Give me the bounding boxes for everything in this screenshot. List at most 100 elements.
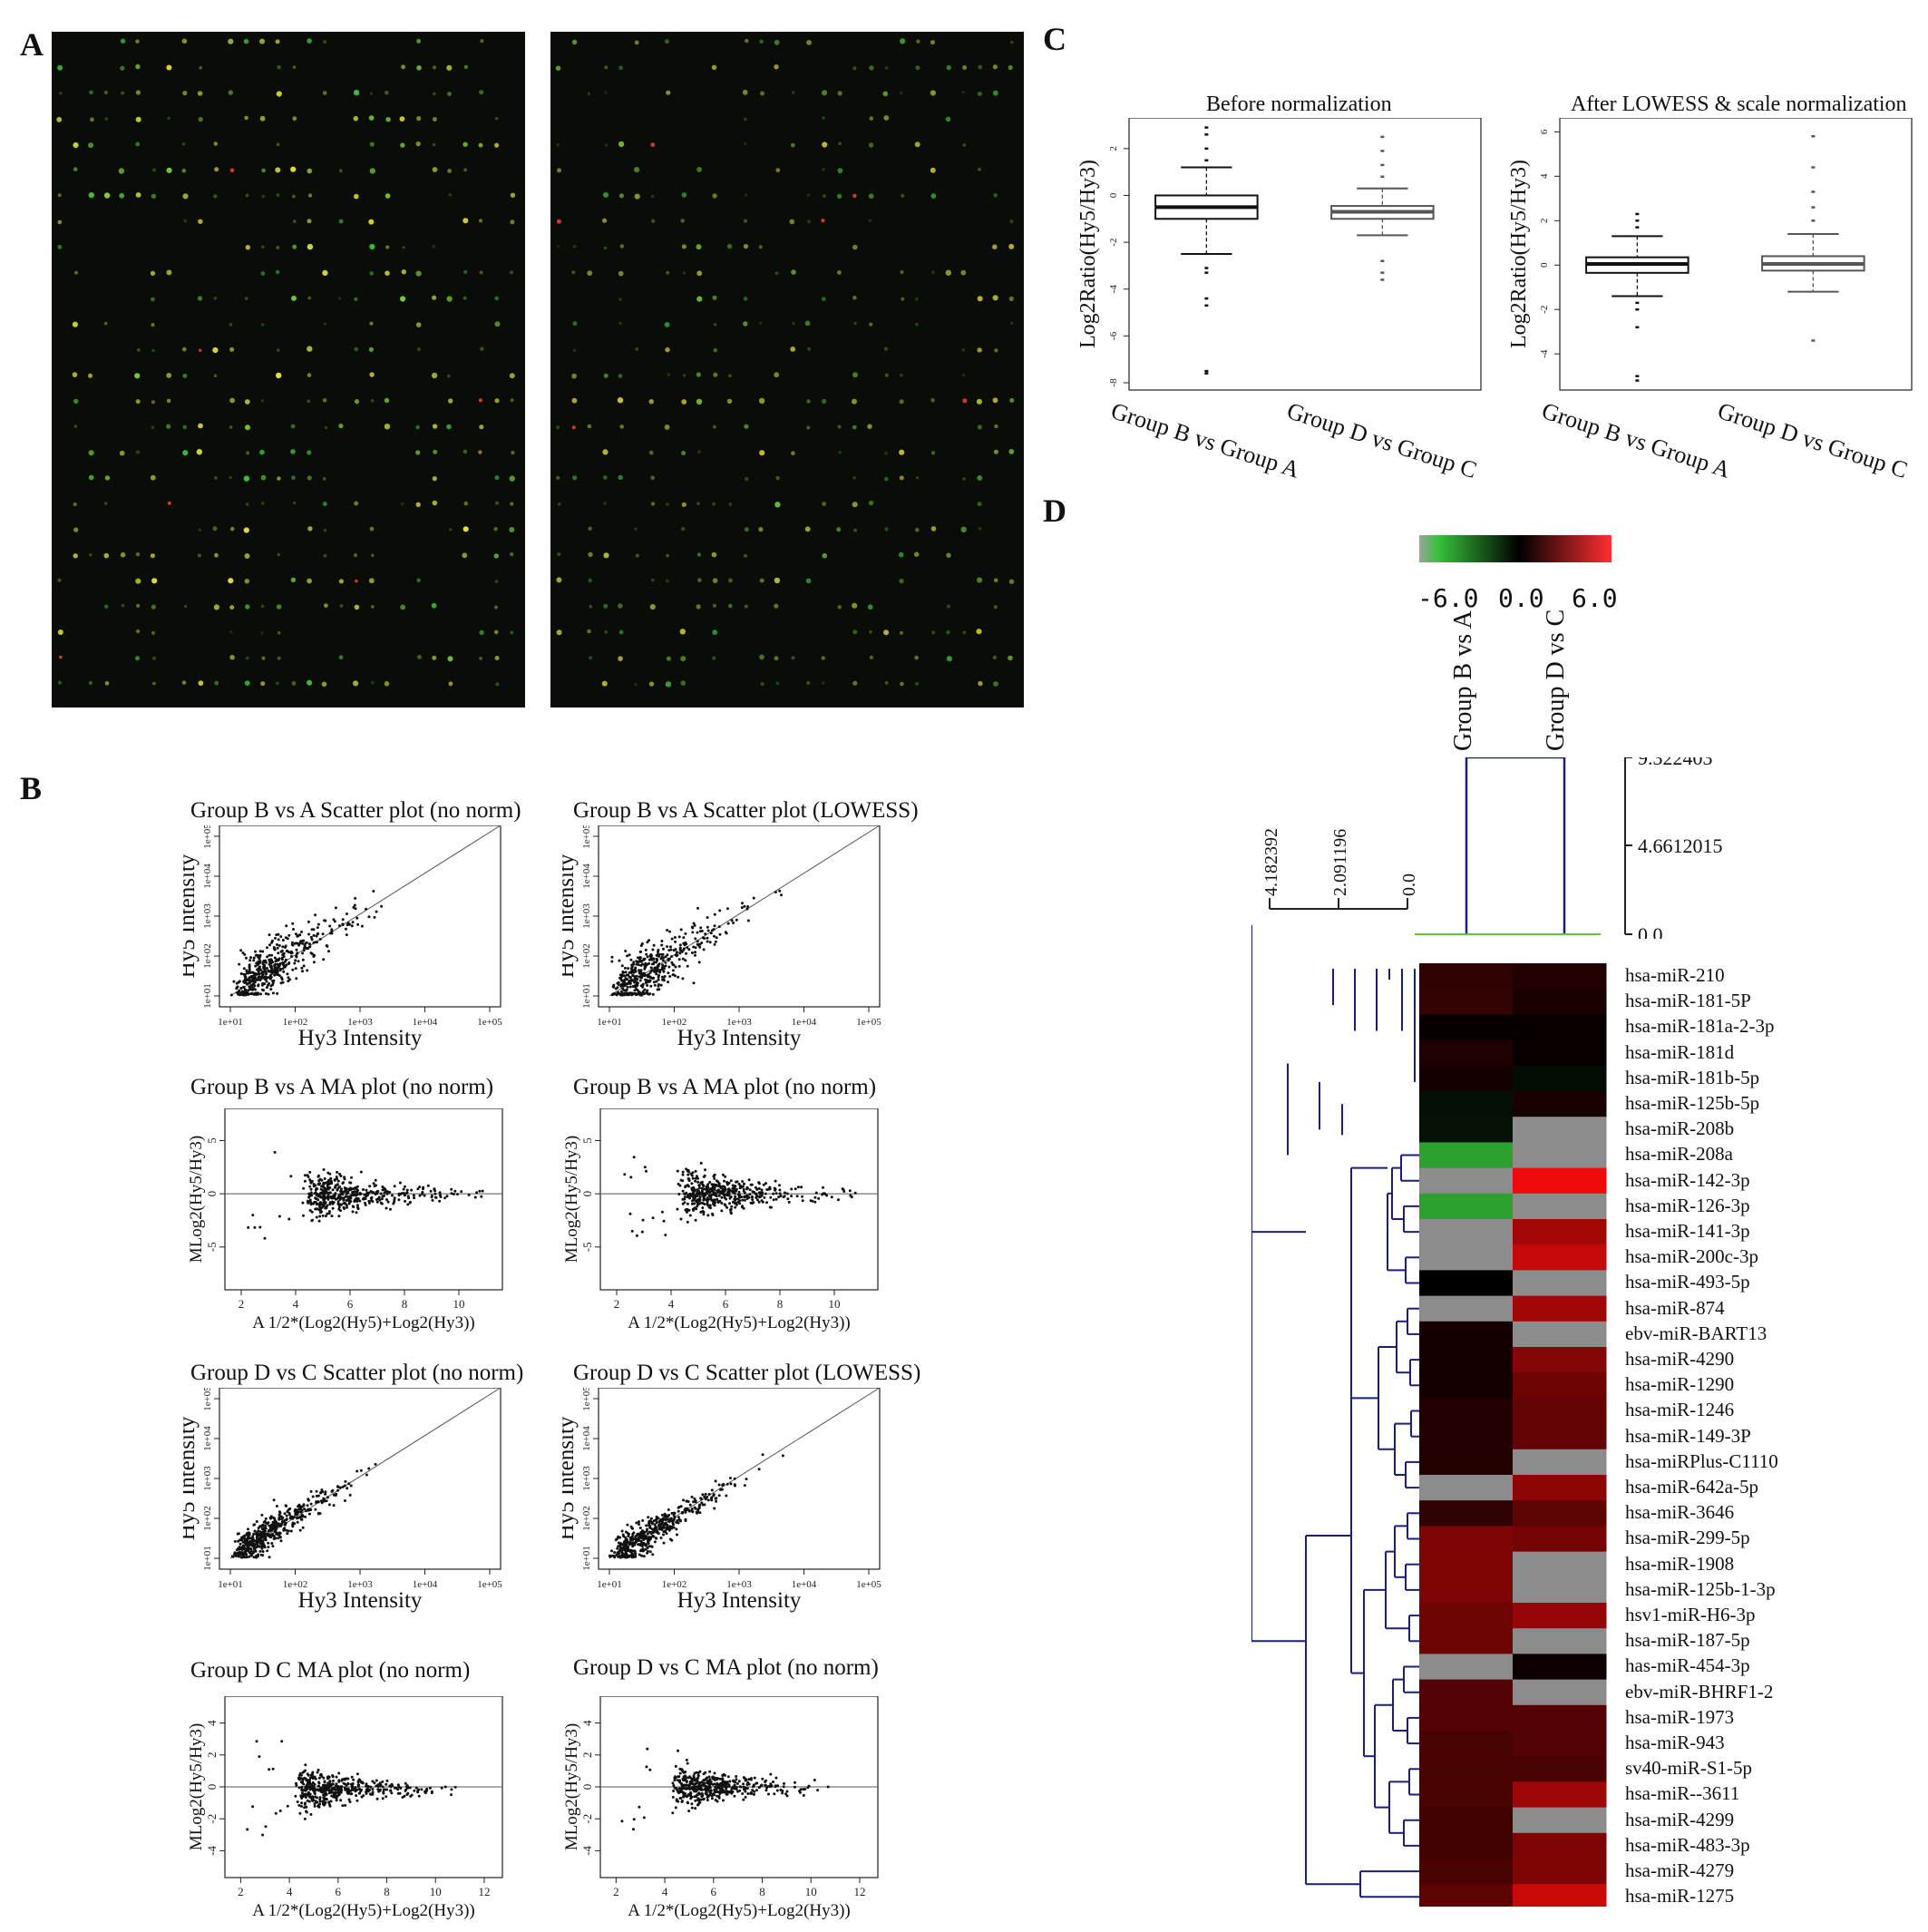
data-point: [347, 1798, 351, 1801]
array-spot: [212, 526, 218, 532]
array-spot: [494, 475, 500, 481]
data-point: [258, 950, 262, 953]
data-point: [355, 1187, 358, 1191]
data-point: [651, 1216, 655, 1220]
data-point: [381, 1780, 385, 1783]
data-point: [278, 974, 281, 978]
data-point: [327, 1212, 331, 1215]
data-point: [327, 1800, 331, 1804]
data-point: [249, 974, 253, 978]
data-point: [650, 1520, 654, 1524]
data-point: [323, 1193, 326, 1195]
array-spot: [260, 604, 265, 609]
data-point: [735, 1203, 738, 1206]
data-point: [287, 976, 290, 980]
data-point: [307, 1498, 310, 1502]
data-point: [749, 1791, 753, 1794]
data-point: [307, 1201, 310, 1205]
array-spot: [821, 219, 825, 223]
data-point: [646, 941, 649, 944]
data-point: [728, 1477, 732, 1479]
data-point: [696, 1195, 699, 1198]
data-point: [257, 983, 260, 987]
data-point: [686, 1194, 690, 1197]
data-point: [657, 975, 660, 979]
array-spot: [182, 193, 189, 200]
data-point: [673, 1779, 677, 1782]
array-spot: [681, 502, 686, 507]
data-point: [674, 940, 677, 943]
data-point: [711, 1193, 715, 1196]
data-point: [679, 1217, 683, 1221]
array-spot: [321, 681, 327, 688]
data-point: [295, 954, 298, 958]
heatmap-cell: [1513, 1321, 1607, 1348]
data-point: [688, 1196, 691, 1200]
data-point: [760, 1783, 763, 1787]
data-point: [646, 989, 649, 992]
array-spot: [510, 502, 514, 506]
heatmap-row-label: hsa-miRPlus-C1110: [1625, 1449, 1778, 1472]
data-point: [303, 1179, 307, 1183]
x-tick-label: 12: [478, 1885, 490, 1898]
array-spot: [368, 219, 375, 225]
array-spot: [119, 192, 125, 199]
data-point: [733, 1784, 736, 1788]
heatmap-cell: [1513, 963, 1607, 990]
data-point: [260, 1545, 264, 1548]
data-point: [245, 978, 248, 981]
data-point: [337, 1771, 341, 1775]
data-point: [373, 1185, 376, 1188]
data-point: [244, 1549, 248, 1553]
data-point: [699, 1497, 703, 1500]
data-point: [704, 1787, 707, 1791]
data-point: [248, 1539, 252, 1543]
array-spot: [603, 373, 609, 378]
array-spot: [152, 168, 156, 172]
x-tick-label: 1e+01: [218, 1579, 243, 1590]
data-point: [351, 1210, 355, 1214]
data-point: [253, 1544, 256, 1547]
data-point: [621, 1533, 625, 1537]
array-spot: [479, 629, 484, 636]
array-spot: [696, 552, 702, 557]
data-point: [242, 1544, 245, 1547]
y-tick-label: 1e+01: [581, 983, 592, 1009]
data-point: [293, 942, 297, 945]
array-spot: [494, 398, 500, 404]
data-point: [830, 1195, 833, 1199]
data-point: [632, 961, 636, 964]
data-point: [716, 1786, 719, 1790]
array-spot: [571, 425, 576, 430]
data-point: [330, 1182, 334, 1186]
data-point: [414, 1786, 418, 1790]
data-point: [802, 1793, 805, 1797]
data-point: [639, 984, 643, 988]
data-point: [349, 1789, 353, 1792]
array-spot: [400, 142, 405, 148]
data-point: [758, 1785, 762, 1789]
data-point: [702, 1195, 705, 1197]
data-point: [734, 1205, 737, 1209]
data-point: [706, 1192, 709, 1195]
array-spot: [432, 117, 437, 122]
data-point: [285, 950, 288, 953]
data-point: [801, 1199, 804, 1203]
array-spot: [509, 527, 515, 532]
data-point: [364, 1201, 366, 1205]
array-spot: [307, 346, 313, 352]
x-axis-label: A 1/2*(Log2(Hy5)+Log2(Hy3)): [252, 1901, 475, 1920]
x-tick-label: 1e+01: [218, 1017, 243, 1028]
y-tick-label: 6: [1539, 129, 1550, 134]
data-point: [632, 1537, 636, 1540]
data-point: [669, 945, 672, 949]
array-spot: [681, 244, 686, 249]
data-point: [690, 1182, 694, 1186]
data-point: [338, 924, 341, 928]
x-tick-label: 2: [238, 1885, 244, 1898]
data-point: [355, 1197, 357, 1201]
data-point: [326, 1183, 329, 1186]
y-tick-label: -4: [1108, 285, 1119, 294]
data-point: [359, 1781, 363, 1784]
array-spot: [774, 64, 779, 70]
